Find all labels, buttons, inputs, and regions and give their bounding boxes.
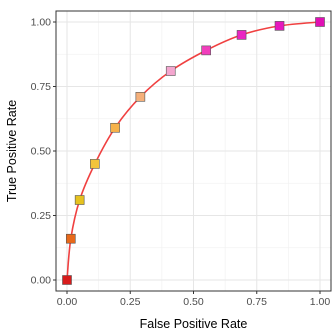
- roc-point-marker: [90, 159, 100, 169]
- y-axis-label: True Positive Rate: [5, 100, 19, 202]
- roc-markers: [62, 17, 325, 285]
- x-axis-ticks: 0.00 0.25 0.50 0.75 1.00: [57, 291, 331, 308]
- x-tick-label: 0.00: [57, 296, 78, 308]
- roc-point-marker: [135, 92, 146, 102]
- roc-point-marker: [201, 45, 211, 56]
- y-tick-label: 1.00: [31, 17, 52, 29]
- roc-point-marker: [274, 21, 285, 31]
- x-tick-label: 0.75: [247, 296, 268, 308]
- roc-point-marker: [165, 66, 176, 76]
- y-tick-label: 0.25: [31, 210, 52, 222]
- roc-point-marker: [62, 275, 72, 285]
- roc-point-marker: [236, 30, 247, 40]
- x-tick-label: 1.00: [310, 296, 331, 308]
- y-tick-label: 0.00: [31, 275, 52, 287]
- x-tick-label: 0.50: [183, 296, 204, 308]
- x-tick-label: 0.25: [120, 296, 141, 308]
- y-axis-ticks: 0.00 0.25 0.50 0.75 1.00: [31, 17, 56, 287]
- roc-point-marker: [110, 122, 120, 133]
- roc-point-marker: [74, 195, 85, 205]
- roc-point-marker: [315, 17, 325, 27]
- y-tick-label: 0.75: [31, 81, 52, 93]
- y-tick-label: 0.50: [31, 146, 52, 158]
- x-axis-label: False Positive Rate: [140, 317, 248, 331]
- roc-point-marker: [65, 233, 76, 244]
